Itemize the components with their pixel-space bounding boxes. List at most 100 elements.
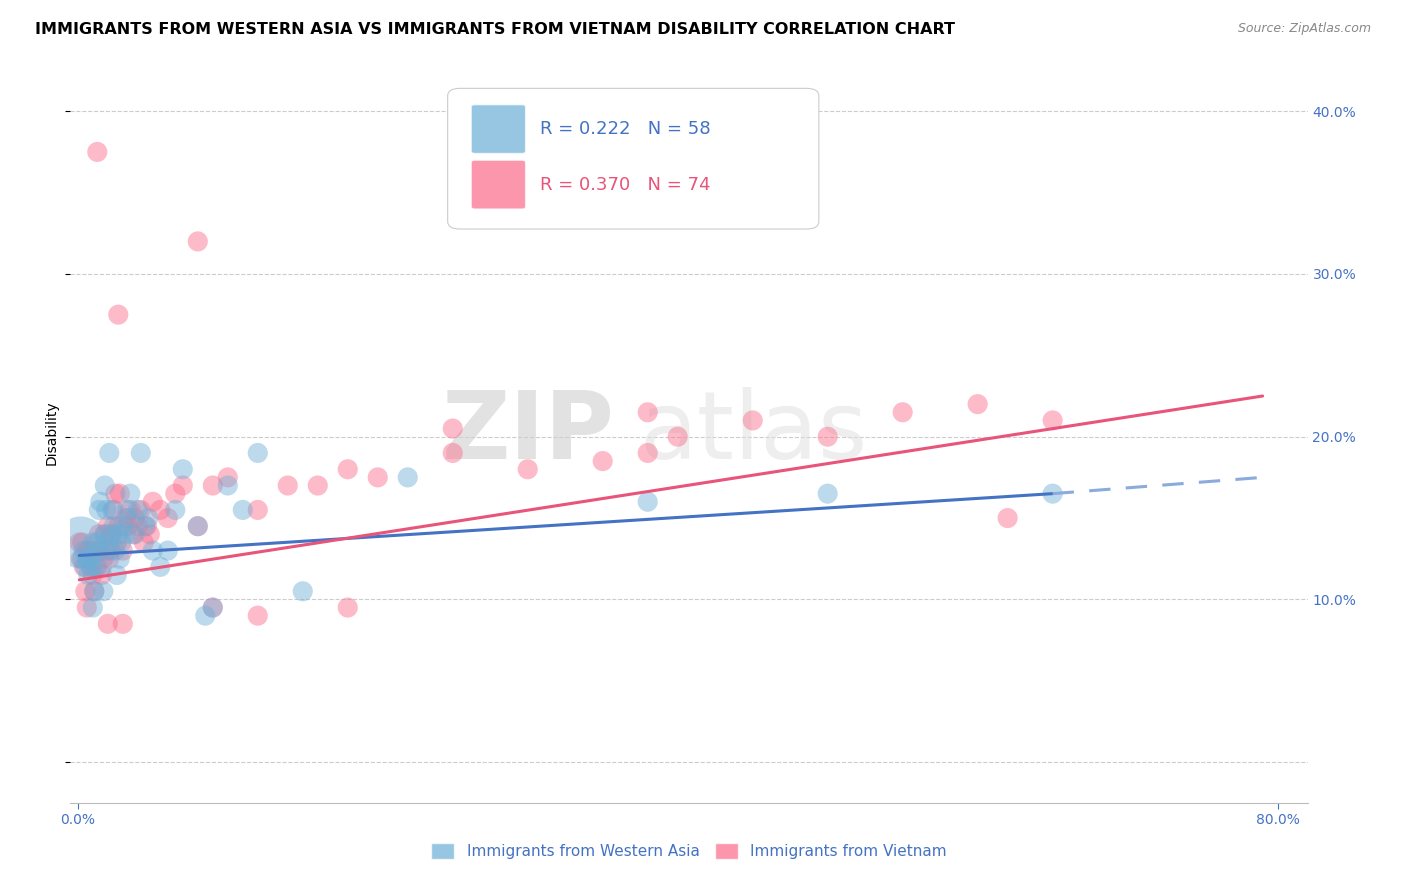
Point	[124, 511, 146, 525]
Point	[73, 559, 96, 574]
Point	[76, 543, 98, 558]
Point	[142, 543, 165, 558]
Point	[89, 543, 111, 558]
Text: Source: ZipAtlas.com: Source: ZipAtlas.com	[1237, 22, 1371, 36]
Point	[201, 600, 224, 615]
Point	[217, 470, 239, 484]
Point	[194, 608, 217, 623]
Point	[336, 600, 359, 615]
Point	[291, 584, 314, 599]
Point	[516, 462, 538, 476]
Point	[117, 503, 139, 517]
Point	[101, 527, 124, 541]
Point	[104, 486, 127, 500]
Point	[97, 616, 120, 631]
Text: atlas: atlas	[640, 386, 868, 479]
Point	[77, 551, 100, 566]
Point	[666, 430, 689, 444]
Point	[118, 511, 141, 525]
Point	[187, 519, 209, 533]
Point	[76, 600, 98, 615]
Point	[79, 551, 101, 566]
Point	[111, 543, 134, 558]
Point	[107, 308, 129, 322]
Point	[132, 535, 155, 549]
Point	[75, 584, 97, 599]
Point	[817, 486, 839, 500]
Point	[149, 559, 172, 574]
Point	[83, 584, 105, 599]
Point	[108, 551, 131, 566]
Point	[637, 495, 659, 509]
Point	[277, 478, 299, 492]
FancyBboxPatch shape	[471, 104, 526, 153]
Point	[84, 543, 107, 558]
Point	[336, 462, 359, 476]
Point	[76, 551, 98, 566]
Point	[136, 511, 159, 525]
Point	[134, 519, 156, 533]
Point	[120, 503, 142, 517]
Point	[103, 503, 125, 517]
Point	[165, 503, 187, 517]
Point	[98, 535, 121, 549]
Point	[156, 511, 179, 525]
Point	[89, 543, 111, 558]
Point	[100, 543, 122, 558]
Point	[82, 600, 104, 615]
Point	[172, 478, 194, 492]
Point	[86, 559, 108, 574]
Point	[149, 503, 172, 517]
Point	[96, 503, 118, 517]
Point	[127, 519, 149, 533]
Point	[172, 462, 194, 476]
Point	[73, 543, 96, 558]
Point	[69, 551, 91, 566]
Point	[94, 527, 117, 541]
Point	[89, 495, 111, 509]
Point	[117, 519, 139, 533]
Point	[111, 519, 134, 533]
Point	[891, 405, 914, 419]
Point	[114, 527, 136, 541]
Point	[82, 535, 104, 549]
Point	[87, 527, 110, 541]
Point	[72, 535, 94, 549]
Point	[83, 584, 105, 599]
Point	[997, 511, 1019, 525]
Point	[246, 446, 269, 460]
Point	[135, 519, 157, 533]
Point	[91, 551, 114, 566]
Point	[69, 535, 91, 549]
Point	[122, 527, 145, 541]
Point	[110, 535, 132, 549]
Point	[98, 446, 121, 460]
FancyBboxPatch shape	[447, 88, 818, 229]
Point	[97, 519, 120, 533]
Point	[201, 600, 224, 615]
Point	[124, 527, 146, 541]
Point	[91, 584, 114, 599]
Point	[94, 527, 117, 541]
Point	[201, 478, 224, 492]
Point	[246, 503, 269, 517]
Text: R = 0.222   N = 58: R = 0.222 N = 58	[540, 120, 711, 138]
Point	[107, 519, 129, 533]
Point	[108, 486, 131, 500]
Point	[1042, 413, 1064, 427]
Point	[129, 446, 152, 460]
Point	[86, 145, 108, 159]
Point	[187, 235, 209, 249]
Point	[105, 535, 128, 549]
Point	[79, 543, 101, 558]
Point	[90, 559, 112, 574]
Point	[103, 519, 125, 533]
Legend: Immigrants from Western Asia, Immigrants from Vietnam: Immigrants from Western Asia, Immigrants…	[425, 838, 953, 865]
Point	[1042, 486, 1064, 500]
Point	[80, 559, 103, 574]
Point	[98, 551, 121, 566]
Point	[105, 568, 128, 582]
Point	[441, 421, 464, 435]
Point	[165, 486, 187, 500]
Text: R = 0.370   N = 74: R = 0.370 N = 74	[540, 176, 711, 194]
